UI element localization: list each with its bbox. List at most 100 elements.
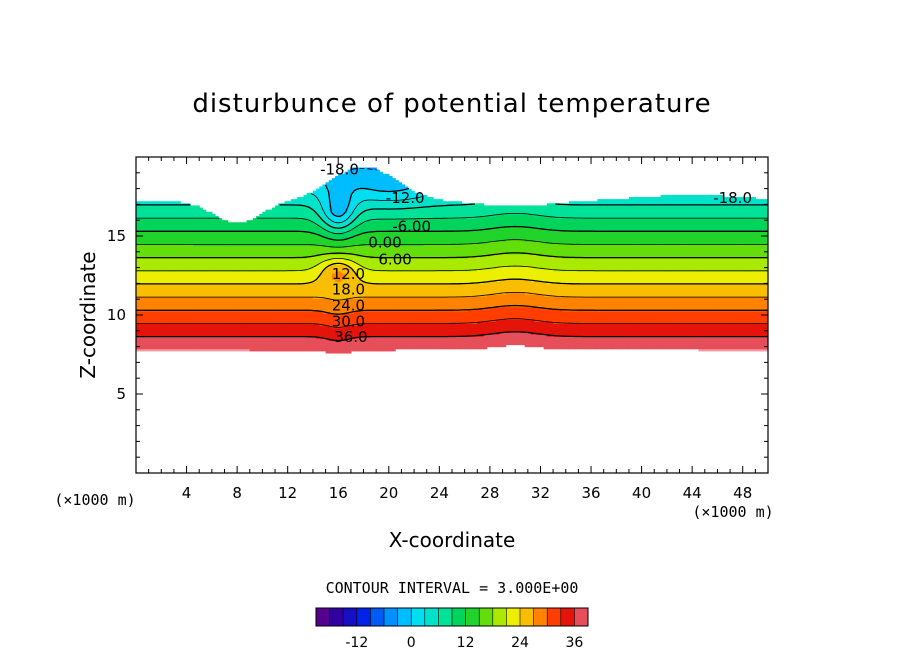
- field-cell: [233, 228, 238, 232]
- field-cell: [183, 247, 188, 251]
- field-cell: [224, 289, 229, 293]
- field-cell: [233, 268, 238, 272]
- field-cell: [230, 222, 235, 226]
- field-cell: [233, 293, 238, 297]
- field-cell: [192, 260, 197, 263]
- field-cell: [196, 264, 200, 268]
- field-cell: [218, 336, 222, 339]
- field-cell: [268, 251, 273, 255]
- field-cell: [259, 342, 263, 346]
- field-cell: [240, 302, 245, 306]
- field-cell: [167, 228, 172, 232]
- field-cell: [189, 281, 194, 284]
- field-cell: [139, 245, 143, 249]
- field-cell: [161, 213, 166, 217]
- field-cell: [180, 222, 184, 226]
- field-cell: [139, 304, 143, 308]
- field-cell: [151, 249, 156, 253]
- field-cell: [218, 302, 222, 306]
- field-cell: [180, 302, 184, 306]
- field-cell: [158, 215, 162, 219]
- field-cell: [192, 264, 197, 268]
- field-cell: [154, 247, 159, 251]
- field-cell: [161, 245, 166, 249]
- field-cell: [199, 285, 203, 289]
- field-cell: [196, 310, 200, 314]
- field-cell: [186, 291, 191, 295]
- field-cell: [196, 274, 200, 278]
- field-cell: [139, 310, 143, 314]
- field-cell: [192, 329, 197, 333]
- field-cell: [271, 279, 276, 282]
- field-cell: [230, 224, 235, 228]
- field-cell: [259, 232, 263, 236]
- field-cell: [246, 266, 251, 270]
- field-cell: [218, 272, 222, 276]
- field-cell: [167, 234, 172, 238]
- field-cell: [183, 279, 188, 282]
- field-cell: [240, 266, 245, 270]
- field-cell: [145, 340, 150, 343]
- field-cell: [158, 342, 162, 346]
- field-cell: [224, 274, 229, 278]
- field-cell: [154, 310, 159, 314]
- field-cell: [227, 253, 232, 257]
- field-cell: [136, 226, 140, 230]
- field-cell: [145, 279, 150, 282]
- field-cell: [205, 310, 210, 314]
- field-cell: [259, 251, 263, 255]
- field-cell: [208, 289, 213, 293]
- field-cell: [189, 215, 194, 219]
- field-cell: [240, 300, 245, 303]
- field-cell: [221, 226, 226, 230]
- field-cell: [259, 285, 263, 289]
- field-cell: [243, 224, 248, 228]
- field-cell: [208, 327, 213, 331]
- field-cell: [233, 348, 238, 352]
- field-cell: [224, 270, 229, 274]
- field-cell: [249, 300, 254, 303]
- field-cell: [173, 239, 178, 242]
- field-cell: [183, 264, 188, 268]
- field-cell: [148, 344, 153, 348]
- field-cell: [192, 228, 197, 232]
- field-cell: [151, 348, 156, 352]
- field-cell: [233, 323, 238, 327]
- field-cell: [259, 302, 263, 306]
- field-cell: [259, 310, 263, 314]
- field-cell: [243, 245, 248, 249]
- field-cell: [183, 234, 188, 238]
- field-cell: [180, 266, 184, 270]
- field-cell: [233, 232, 238, 236]
- field-cell: [183, 270, 188, 274]
- field-cell: [151, 338, 156, 341]
- field-cell: [202, 300, 207, 303]
- field-cell: [211, 298, 216, 301]
- field-cell: [215, 315, 219, 318]
- field-cell: [237, 340, 241, 343]
- field-cell: [243, 266, 248, 270]
- field-cell: [151, 274, 156, 278]
- field-cell: [177, 245, 181, 249]
- field-cell: [192, 291, 197, 295]
- field-cell: [233, 283, 238, 287]
- field-cell: [148, 207, 153, 211]
- field-cell: [148, 226, 153, 230]
- field-cell: [154, 300, 159, 303]
- field-cell: [243, 241, 248, 244]
- field-cell: [136, 264, 140, 268]
- field-cell: [154, 336, 159, 339]
- field-cell: [186, 262, 191, 266]
- field-cell: [142, 268, 147, 272]
- field-cell: [154, 264, 159, 268]
- field-cell: [256, 266, 260, 270]
- field-cell: [158, 329, 162, 333]
- field-cell: [256, 260, 260, 263]
- field-cell: [136, 312, 140, 316]
- field-cell: [148, 270, 153, 274]
- field-cell: [233, 239, 238, 242]
- field-cell: [186, 293, 191, 297]
- field-cell: [151, 224, 156, 228]
- field-cell: [167, 319, 172, 322]
- field-cell: [240, 237, 245, 240]
